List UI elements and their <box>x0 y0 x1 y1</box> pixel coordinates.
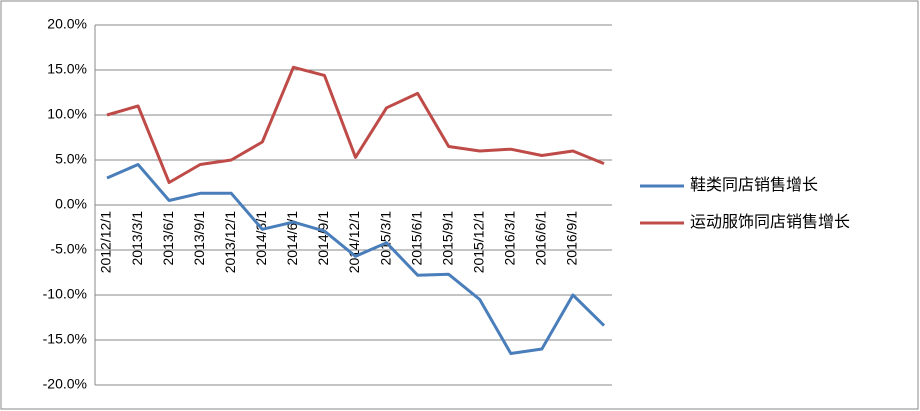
x-tick-label: 2014/9/1 <box>315 211 331 266</box>
x-tick-label: 2014/6/1 <box>284 211 300 266</box>
x-tick-label: 2016/3/1 <box>502 211 518 266</box>
x-tick-label: 2013/3/1 <box>129 211 145 266</box>
y-tick-label: -5.0% <box>50 241 87 257</box>
x-tick-label: 2014/3/1 <box>253 211 269 266</box>
legend-label: 运动服饰同店销售增长 <box>690 213 850 231</box>
x-tick-label: 2015/3/1 <box>377 211 393 266</box>
y-tick-label: 10.0% <box>47 106 87 122</box>
series-line <box>106 163 606 355</box>
x-tick-label: 2014/12/1 <box>346 211 362 273</box>
legend-label: 鞋类同店销售增长 <box>690 176 818 194</box>
x-tick-label: 2015/6/1 <box>408 211 424 266</box>
x-tick-label: 2013/12/1 <box>222 211 238 273</box>
x-tick-label: 2016/9/1 <box>564 211 580 266</box>
series-line <box>106 65 605 184</box>
y-tick-label: 15.0% <box>47 61 87 77</box>
x-tick-label: 2012/12/1 <box>98 211 114 273</box>
x-tick-label: 2013/6/1 <box>160 211 176 266</box>
y-tick-label: 0.0% <box>55 196 87 212</box>
y-tick-label: -20.0% <box>43 376 87 392</box>
y-tick-label: 5.0% <box>55 151 87 167</box>
y-tick-label: -10.0% <box>43 286 87 302</box>
y-tick-label: -15.0% <box>43 331 87 347</box>
x-tick-label: 2013/9/1 <box>191 211 207 266</box>
x-tick-label: 2015/9/1 <box>439 211 455 266</box>
x-tick-label: 2015/12/1 <box>470 211 486 273</box>
x-tick-label: 2016/6/1 <box>533 211 549 266</box>
y-tick-label: 20.0% <box>47 16 87 32</box>
